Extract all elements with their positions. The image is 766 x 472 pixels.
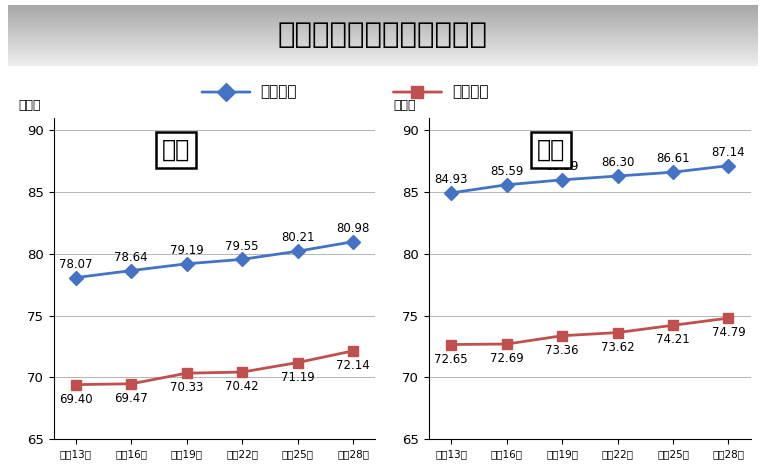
Bar [8,37,758,38]
Text: 74.21: 74.21 [656,333,690,346]
Bar [8,8,758,9]
Bar [8,54,758,55]
Bar [8,17,758,18]
Text: 平均对命と健康对命の推移: 平均对命と健康对命の推移 [278,21,488,50]
Bar [8,43,758,44]
Text: 73.62: 73.62 [601,341,634,354]
Text: 70.42: 70.42 [225,380,259,393]
Bar [8,62,758,64]
Text: 86.30: 86.30 [601,156,634,169]
Text: 84.93: 84.93 [434,173,468,186]
Bar [8,49,758,50]
Text: 78.64: 78.64 [114,251,148,264]
Bar [8,16,758,17]
Text: 72.65: 72.65 [434,353,468,366]
Text: 71.19: 71.19 [281,371,315,384]
Bar [8,23,758,25]
Bar [8,34,758,35]
Text: 85.99: 85.99 [545,160,579,173]
Text: 69.40: 69.40 [59,393,93,406]
Text: （年）: （年） [394,99,416,111]
Bar [8,46,758,48]
Bar [8,27,758,28]
Bar [8,38,758,39]
Text: 女性: 女性 [537,138,565,162]
Text: 69.47: 69.47 [114,392,148,405]
Bar [8,44,758,45]
Bar [8,18,758,19]
Bar [8,64,758,65]
Text: 80.98: 80.98 [336,222,370,235]
Bar [8,40,758,42]
Bar [8,25,758,27]
Bar [8,32,758,33]
Bar [8,6,758,7]
Bar [8,21,758,22]
Text: 健康对命: 健康对命 [452,84,489,100]
Text: 79.55: 79.55 [225,240,259,253]
Bar [8,51,758,52]
Bar [8,59,758,60]
Bar [8,39,758,40]
Bar [8,45,758,46]
Bar [8,29,758,31]
Bar [8,61,758,62]
Bar [8,9,758,11]
Bar [8,52,758,54]
Bar [8,19,758,21]
Bar [8,7,758,8]
Bar [8,5,758,6]
Bar [8,56,758,58]
Text: （年）: （年） [18,99,41,111]
Bar [8,50,758,51]
Bar [8,11,758,12]
Bar [8,13,758,15]
Text: 70.33: 70.33 [170,381,204,394]
Bar [8,35,758,37]
Bar [8,28,758,29]
Bar [8,22,758,23]
Bar [8,33,758,34]
Bar [8,58,758,59]
Bar [8,12,758,13]
Text: 78.07: 78.07 [59,258,93,271]
Text: 72.69: 72.69 [489,352,523,365]
Bar [8,48,758,49]
Bar [8,31,758,32]
Text: 85.59: 85.59 [490,165,523,178]
Text: 平均对命: 平均对命 [260,84,297,100]
Text: 74.79: 74.79 [712,326,745,339]
Text: 72.14: 72.14 [336,359,370,372]
Bar [8,42,758,43]
Text: 79.19: 79.19 [170,244,204,257]
Bar [8,60,758,61]
Text: 男性: 男性 [162,138,190,162]
Text: 73.36: 73.36 [545,344,579,357]
Bar [8,65,758,66]
Bar [8,55,758,56]
Text: 80.21: 80.21 [281,231,314,244]
Text: 86.61: 86.61 [656,152,690,166]
Text: 87.14: 87.14 [712,146,745,159]
Bar [8,15,758,16]
